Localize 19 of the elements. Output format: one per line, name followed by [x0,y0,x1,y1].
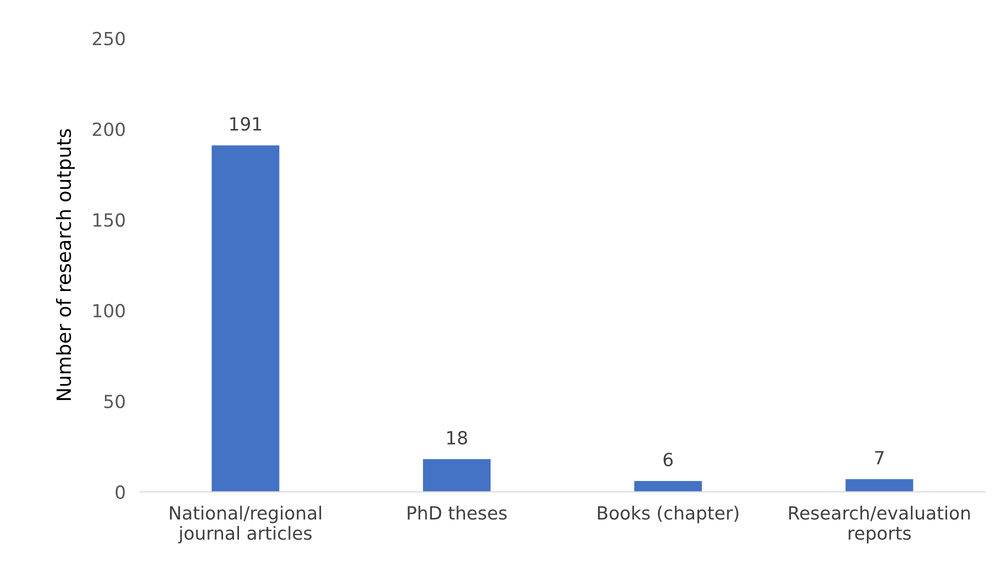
y-tick-label: 100 [93,304,125,318]
y-tick-label: 150 [93,213,125,227]
y-tick-label: 0 [116,485,125,499]
x-tick-label: PhD theses [408,506,507,520]
y-tick-label: 200 [92,122,125,136]
data-label: 191 [230,117,262,131]
bar [422,459,491,492]
bar [634,480,702,492]
y-tick-label: 250 [92,32,125,46]
data-label: 7 [875,451,884,464]
bar [846,479,914,492]
x-tick-label: National/regional journal articles [170,506,322,544]
data-label: 6 [664,452,673,466]
x-tick-label: Research/evaluation reports [789,506,970,544]
data-label: 18 [447,430,468,445]
y-tick-label: 50 [104,394,125,408]
bar [212,145,280,492]
y-axis-title: Number of research outputs [56,129,75,400]
x-tick-label: Books (chapter) [598,506,738,524]
